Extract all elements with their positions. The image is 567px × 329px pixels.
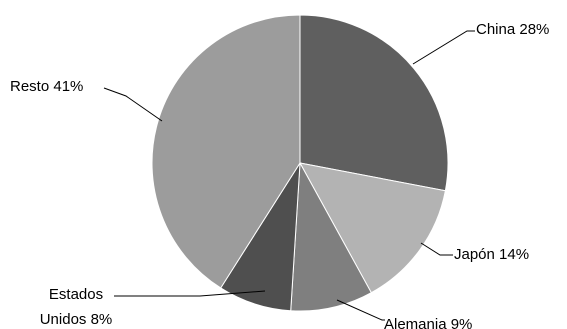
leader-line-china xyxy=(412,30,475,65)
slice-label-resto: Resto 41% xyxy=(10,78,83,95)
slice-label-alemania-value: 9% xyxy=(451,316,473,329)
pie-slices xyxy=(151,14,449,312)
leader-line-japon xyxy=(420,242,453,256)
slice-label-japon: Japón 14% xyxy=(454,246,529,263)
pie-slice-alemania xyxy=(290,161,372,312)
pie-slice-china xyxy=(299,14,449,192)
slice-label-estados-unidos-name: Estados xyxy=(49,286,103,303)
leader-line-alemania xyxy=(336,299,385,321)
slice-label-alemania: Alemania 9% xyxy=(384,316,472,329)
slice-labels: China 28% Japón 14% Alemania 9% Resto 41… xyxy=(10,21,549,329)
slice-label-resto-name: Resto xyxy=(10,78,49,95)
pie-slice-japon xyxy=(299,162,446,294)
slice-label-china: China 28% xyxy=(476,21,549,38)
slice-label-resto-value: 41% xyxy=(53,78,83,95)
slice-label-japon-value: 14% xyxy=(499,246,529,263)
slice-label-japon-name: Japón xyxy=(454,246,495,263)
slice-label-estados-unidos-value: Unidos 8% xyxy=(40,311,113,328)
leader-lines xyxy=(103,30,475,321)
slice-label-china-name: China xyxy=(476,21,516,38)
slice-label-china-value: 28% xyxy=(519,21,549,38)
pie-slice-resto xyxy=(151,14,301,289)
leader-line-resto xyxy=(103,87,163,122)
slice-label-alemania-name: Alemania xyxy=(384,316,447,329)
leader-line-estados-unidos xyxy=(114,290,266,297)
